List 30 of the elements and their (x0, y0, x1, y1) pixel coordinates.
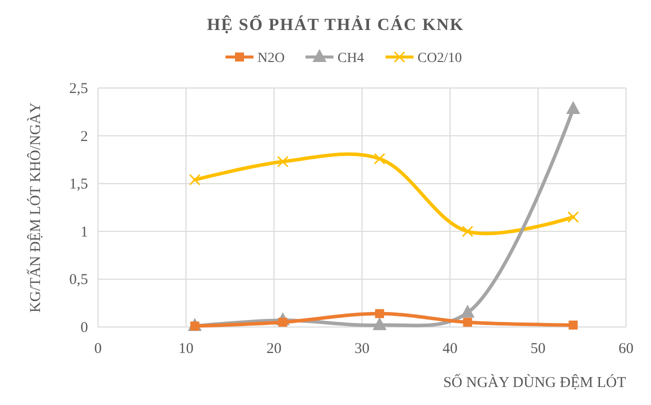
point (277, 156, 289, 168)
x-tick-label: 50 (530, 341, 546, 357)
point (462, 226, 474, 238)
y-tick-label: 1,5 (69, 176, 88, 193)
y-tick-label: 1 (80, 224, 88, 240)
legend-label: N2O (258, 51, 285, 66)
y-axis-title: KG/TẤN ĐỆM LÓT KHÔ/NGÀY (26, 102, 44, 313)
y-tick-label: 2 (80, 128, 88, 145)
x-tick-label: 0 (94, 341, 102, 357)
point (460, 304, 475, 318)
chart-title: HỆ SỐ PHÁT THẢI CÁC KNK (206, 14, 464, 34)
point (566, 101, 580, 114)
point (568, 320, 578, 330)
y-tick-label: 0 (80, 320, 88, 336)
x-axis-title: SỐ NGÀY DÙNG ĐỆM LÓT (443, 373, 626, 391)
legend-label: CO2/10 (418, 51, 462, 66)
point (567, 211, 579, 223)
point (463, 318, 472, 327)
x-tick-label: 60 (618, 341, 634, 357)
x-tick-label: 40 (442, 341, 458, 357)
y-tick-label: 2,5 (69, 81, 88, 97)
point (372, 317, 387, 330)
x-tick-label: 20 (266, 341, 282, 357)
y-tick-label: 0,5 (69, 272, 88, 288)
x-tick-label: 10 (178, 341, 194, 357)
point (375, 309, 384, 318)
legend-label: CH4 (338, 51, 364, 66)
point (189, 174, 201, 186)
point (374, 152, 386, 164)
x-tick-label: 30 (354, 341, 370, 357)
